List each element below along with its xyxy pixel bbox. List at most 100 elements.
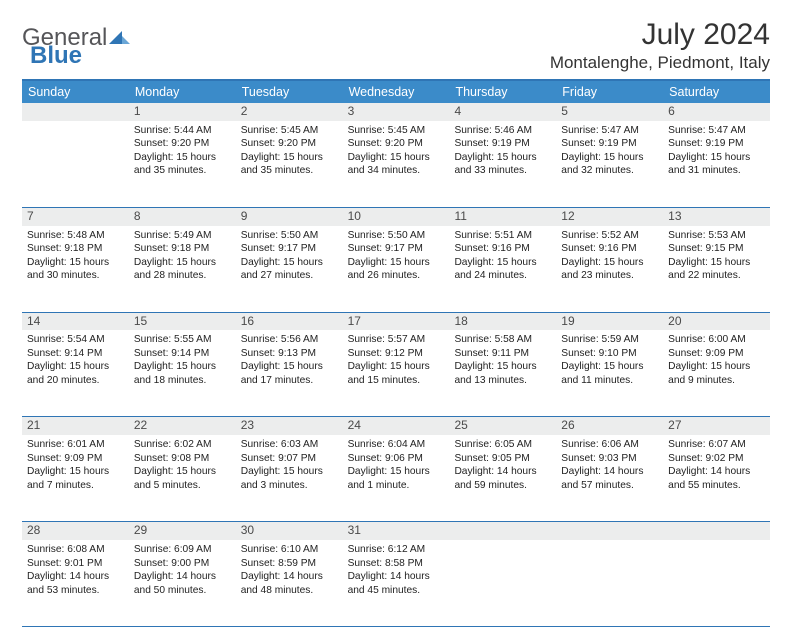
day-number: 13	[663, 208, 770, 226]
day-info-line: Sunrise: 6:10 AM	[241, 543, 338, 556]
day-number: 27	[663, 417, 770, 435]
day-info-line: Sunset: 9:14 PM	[27, 347, 124, 360]
day-info-line: Daylight: 15 hours	[134, 151, 231, 164]
day-number: 7	[22, 208, 129, 226]
day-info-line: and 45 minutes.	[348, 584, 445, 597]
day-info-line: Sunset: 9:16 PM	[561, 242, 658, 255]
day-info-line: Daylight: 14 hours	[27, 570, 124, 583]
day-info-line: Sunrise: 5:47 AM	[561, 124, 658, 137]
day-info-line: Sunrise: 5:47 AM	[668, 124, 765, 137]
daynum-row: 28293031	[22, 522, 770, 540]
month-title: July 2024	[550, 18, 770, 52]
day-cell: Sunrise: 5:56 AMSunset: 9:13 PMDaylight:…	[236, 330, 343, 416]
day-info-line: Sunset: 9:07 PM	[241, 452, 338, 465]
day-info-line: and 53 minutes.	[27, 584, 124, 597]
day-cell: Sunrise: 6:00 AMSunset: 9:09 PMDaylight:…	[663, 330, 770, 416]
day-info-line: Sunset: 9:06 PM	[348, 452, 445, 465]
day-number: 15	[129, 313, 236, 331]
location: Montalenghe, Piedmont, Italy	[550, 53, 770, 73]
day-number: 25	[449, 417, 556, 435]
day-cell: Sunrise: 5:54 AMSunset: 9:14 PMDaylight:…	[22, 330, 129, 416]
day-number: 9	[236, 208, 343, 226]
day-info-line: and 27 minutes.	[241, 269, 338, 282]
day-number: 1	[129, 103, 236, 121]
day-info-line: Sunset: 9:09 PM	[668, 347, 765, 360]
day-info-line: Sunset: 9:20 PM	[348, 137, 445, 150]
day-number	[449, 522, 556, 540]
day-cell	[449, 540, 556, 626]
day-cell: Sunrise: 6:06 AMSunset: 9:03 PMDaylight:…	[556, 435, 663, 521]
day-number: 22	[129, 417, 236, 435]
day-info-line: Daylight: 15 hours	[134, 360, 231, 373]
day-cell: Sunrise: 6:01 AMSunset: 9:09 PMDaylight:…	[22, 435, 129, 521]
day-info-line: Sunrise: 6:08 AM	[27, 543, 124, 556]
day-cell: Sunrise: 5:50 AMSunset: 9:17 PMDaylight:…	[236, 226, 343, 312]
day-cell: Sunrise: 6:12 AMSunset: 8:58 PMDaylight:…	[343, 540, 450, 626]
day-number: 11	[449, 208, 556, 226]
day-info-line: Sunrise: 5:51 AM	[454, 229, 551, 242]
day-info-line: and 34 minutes.	[348, 164, 445, 177]
day-cell: Sunrise: 6:07 AMSunset: 9:02 PMDaylight:…	[663, 435, 770, 521]
day-info-line: Sunset: 9:13 PM	[241, 347, 338, 360]
day-info-line: Sunset: 9:19 PM	[561, 137, 658, 150]
week-row: Sunrise: 5:44 AMSunset: 9:20 PMDaylight:…	[22, 121, 770, 208]
day-info-line: Daylight: 15 hours	[561, 360, 658, 373]
day-info-line: Daylight: 15 hours	[348, 256, 445, 269]
day-info-line: Sunrise: 6:01 AM	[27, 438, 124, 451]
day-number: 24	[343, 417, 450, 435]
day-cell	[22, 121, 129, 207]
day-info-line: Sunrise: 6:03 AM	[241, 438, 338, 451]
day-info-line: Sunrise: 6:05 AM	[454, 438, 551, 451]
day-number: 18	[449, 313, 556, 331]
day-info-line: Daylight: 14 hours	[348, 570, 445, 583]
day-info-line: and 55 minutes.	[668, 479, 765, 492]
day-info-line: Sunrise: 5:50 AM	[241, 229, 338, 242]
day-cell: Sunrise: 5:44 AMSunset: 9:20 PMDaylight:…	[129, 121, 236, 207]
day-info-line: Daylight: 15 hours	[27, 465, 124, 478]
day-number: 23	[236, 417, 343, 435]
day-info-line: Sunset: 9:19 PM	[668, 137, 765, 150]
day-info-line: Sunrise: 5:49 AM	[134, 229, 231, 242]
day-info-line: and 15 minutes.	[348, 374, 445, 387]
day-number: 30	[236, 522, 343, 540]
day-info-line: and 23 minutes.	[561, 269, 658, 282]
week-row: Sunrise: 5:54 AMSunset: 9:14 PMDaylight:…	[22, 330, 770, 417]
day-number: 21	[22, 417, 129, 435]
day-number: 6	[663, 103, 770, 121]
header: General July 2024 Montalenghe, Piedmont,…	[22, 18, 770, 73]
daynum-row: 123456	[22, 103, 770, 121]
day-info-line: Sunset: 9:17 PM	[348, 242, 445, 255]
day-info-line: and 9 minutes.	[668, 374, 765, 387]
day-info-line: Sunrise: 5:52 AM	[561, 229, 658, 242]
day-info-line: Sunset: 9:20 PM	[134, 137, 231, 150]
day-info-line: Daylight: 15 hours	[668, 151, 765, 164]
day-info-line: Sunset: 9:09 PM	[27, 452, 124, 465]
day-info-line: and 22 minutes.	[668, 269, 765, 282]
day-cell: Sunrise: 5:55 AMSunset: 9:14 PMDaylight:…	[129, 330, 236, 416]
day-of-week-header: Thursday	[449, 81, 556, 103]
day-info-line: Sunrise: 6:07 AM	[668, 438, 765, 451]
day-info-line: and 5 minutes.	[134, 479, 231, 492]
day-info-line: Daylight: 14 hours	[561, 465, 658, 478]
day-info-line: and 26 minutes.	[348, 269, 445, 282]
day-info-line: Sunrise: 5:55 AM	[134, 333, 231, 346]
day-info-line: Daylight: 15 hours	[27, 256, 124, 269]
day-cell	[663, 540, 770, 626]
day-info-line: Daylight: 15 hours	[241, 151, 338, 164]
day-cell: Sunrise: 6:10 AMSunset: 8:59 PMDaylight:…	[236, 540, 343, 626]
day-info-line: Daylight: 15 hours	[241, 465, 338, 478]
day-info-line: Sunrise: 6:02 AM	[134, 438, 231, 451]
day-info-line: Daylight: 15 hours	[348, 360, 445, 373]
day-info-line: Sunset: 9:16 PM	[454, 242, 551, 255]
day-cell: Sunrise: 5:46 AMSunset: 9:19 PMDaylight:…	[449, 121, 556, 207]
day-info-line: Daylight: 14 hours	[241, 570, 338, 583]
day-info-line: and 3 minutes.	[241, 479, 338, 492]
week-row: Sunrise: 5:48 AMSunset: 9:18 PMDaylight:…	[22, 226, 770, 313]
day-cell: Sunrise: 5:49 AMSunset: 9:18 PMDaylight:…	[129, 226, 236, 312]
day-info-line: Sunrise: 5:46 AM	[454, 124, 551, 137]
day-info-line: and 32 minutes.	[561, 164, 658, 177]
day-of-week-header: Monday	[129, 81, 236, 103]
day-info-line: Daylight: 15 hours	[454, 360, 551, 373]
day-of-week-header: Sunday	[22, 81, 129, 103]
day-info-line: Sunset: 9:15 PM	[668, 242, 765, 255]
